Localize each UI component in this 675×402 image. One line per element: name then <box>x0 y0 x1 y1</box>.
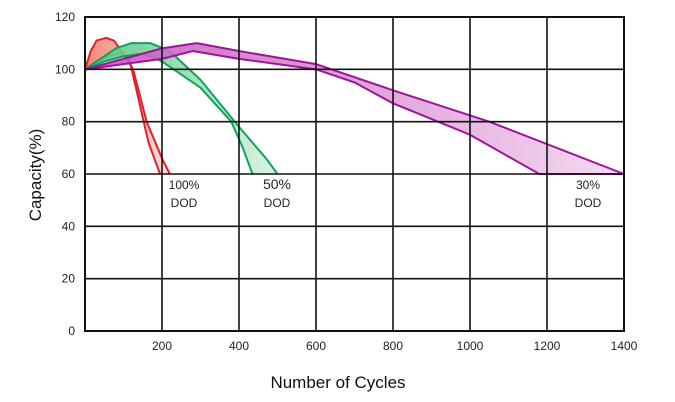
series-label-50-dod-line-1: 50% <box>263 176 291 192</box>
band-30-dod <box>85 43 624 174</box>
y-tick-0: 0 <box>68 324 75 338</box>
y-tick-80: 80 <box>62 115 76 129</box>
x-axis-title: Number of Cycles <box>270 373 405 392</box>
x-tick-1200: 1200 <box>534 339 561 353</box>
series-labels: 100% DOD 50% DOD 30% DOD <box>169 176 602 210</box>
y-tick-labels: 0 20 40 60 80 100 120 <box>55 10 75 338</box>
x-tick-1000: 1000 <box>457 339 484 353</box>
plot-border <box>84 16 625 332</box>
y-axis-title: Capacity(%) <box>26 129 45 222</box>
series-label-30-dod-line-1: 30% <box>576 178 600 192</box>
x-tick-labels: 200 400 600 800 1000 1200 1400 <box>152 339 638 353</box>
line-upper-50-dod <box>84 42 279 175</box>
y-tick-20: 20 <box>62 272 76 286</box>
x-tick-200: 200 <box>152 339 172 353</box>
x-tick-600: 600 <box>306 339 326 353</box>
grid-lines <box>84 16 625 332</box>
y-tick-60: 60 <box>62 167 76 181</box>
series-bands <box>84 36 625 175</box>
y-tick-120: 120 <box>55 10 75 24</box>
x-tick-1400: 1400 <box>611 339 638 353</box>
line-upper-100-dod <box>84 36 171 175</box>
series-label-50-dod-line-2: DOD <box>264 196 291 210</box>
y-tick-40: 40 <box>62 219 76 233</box>
x-tick-800: 800 <box>383 339 403 353</box>
x-tick-400: 400 <box>229 339 249 353</box>
y-tick-100: 100 <box>55 62 75 76</box>
line-lower-100-dod <box>84 52 162 175</box>
series-label-100-dod-line-2: DOD <box>171 196 198 210</box>
series-label-30-dod-line-2: DOD <box>575 196 602 210</box>
series-label-100-dod-line-1: 100% <box>169 178 200 192</box>
